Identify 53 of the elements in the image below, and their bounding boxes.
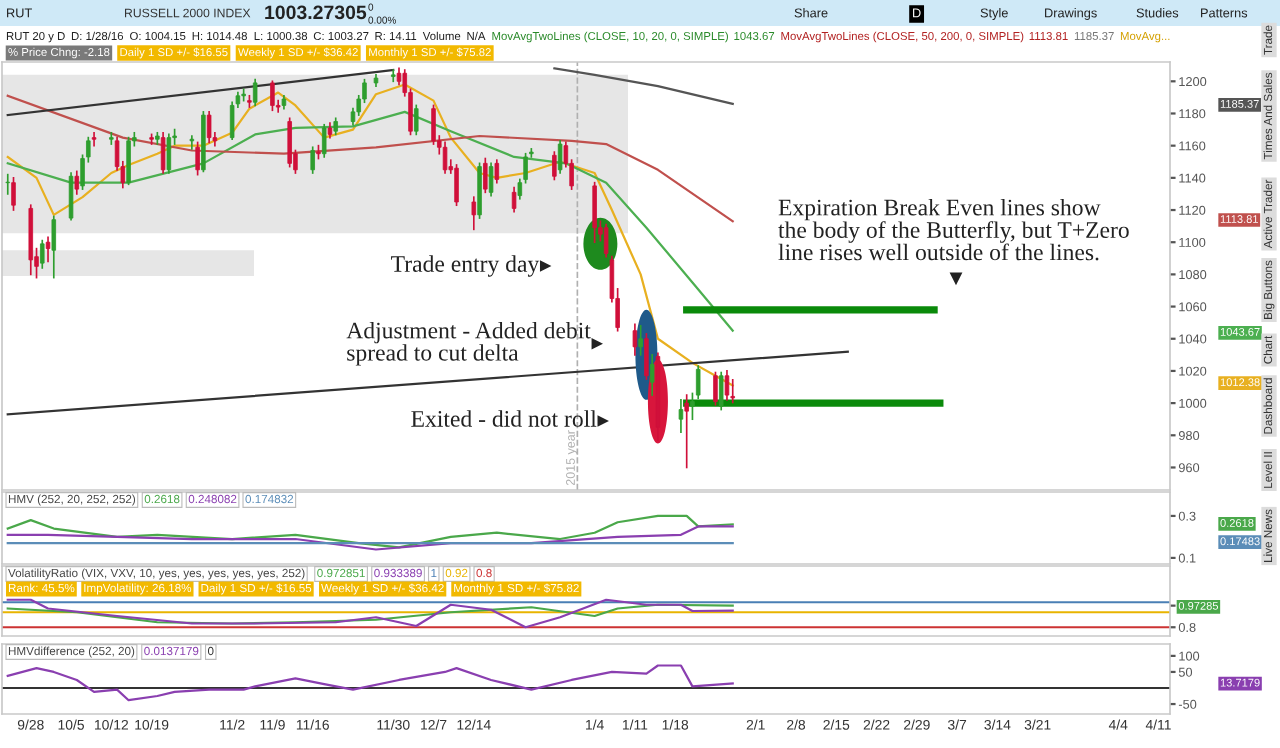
candlestick — [126, 136, 131, 186]
candlestick — [11, 177, 16, 211]
candlestick — [471, 196, 477, 231]
candlestick — [632, 323, 638, 356]
annotation: Trade entry day — [391, 255, 540, 277]
candlestick — [678, 399, 684, 433]
candlestick — [684, 394, 689, 469]
line-series — [6, 664, 734, 702]
candlestick — [483, 157, 488, 194]
candlestick — [189, 135, 195, 150]
candlestick — [724, 370, 730, 401]
candlestick — [644, 333, 649, 380]
candlestick — [638, 325, 643, 356]
candlestick — [40, 239, 45, 269]
candlestick — [321, 123, 327, 158]
candlestick — [166, 133, 172, 174]
annotation: Expiration Break Even lines show the body of the Butterfly, but T+Zero line rises well outside of the lines. — [778, 198, 1129, 261]
candlestick — [270, 80, 275, 112]
annotation: Exited - did not roll — [411, 410, 597, 427]
candlestick — [287, 117, 292, 168]
candlestick — [494, 159, 500, 184]
candlestick — [51, 215, 57, 279]
candlestick — [552, 151, 557, 181]
candlestick — [68, 172, 74, 221]
candlestick — [195, 141, 200, 176]
candlestick — [252, 78, 258, 107]
candlestick — [91, 131, 97, 147]
line-series — [6, 514, 734, 549]
candlestick — [713, 371, 718, 406]
candlestick — [442, 141, 448, 174]
candlestick — [649, 354, 655, 396]
line-series — [6, 94, 734, 223]
candlestick — [592, 181, 597, 244]
line-series — [6, 83, 734, 387]
candlestick — [414, 104, 419, 136]
candlestick — [74, 170, 80, 195]
candlestick — [109, 131, 114, 145]
candlestick — [603, 223, 609, 258]
candlestick — [454, 164, 459, 207]
candlestick — [160, 131, 166, 174]
candlestick — [557, 140, 563, 174]
candlestick — [488, 162, 494, 197]
candlestick — [511, 186, 517, 213]
candlestick — [5, 173, 11, 195]
candlestick — [206, 111, 212, 144]
candlestick — [390, 69, 396, 83]
candlestick — [718, 371, 724, 411]
candlestick — [310, 146, 315, 174]
text: 1003.27305 — [265, 5, 367, 20]
line-series — [553, 67, 734, 105]
candlestick — [45, 236, 51, 263]
annotation: Adjustment - Added debit spread to cut delta — [346, 321, 591, 366]
candlestick — [730, 378, 735, 404]
